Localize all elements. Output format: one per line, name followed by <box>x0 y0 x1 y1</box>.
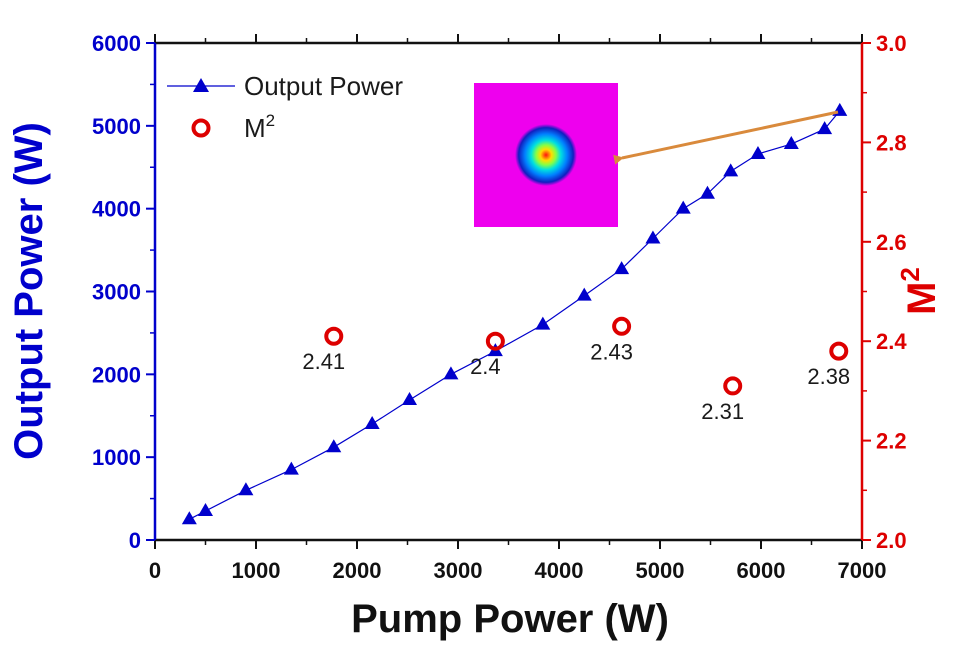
data-label-m2: 2.41 <box>302 349 345 374</box>
data-point-triangle <box>238 482 254 496</box>
y2-tick-label: 2.6 <box>876 230 907 255</box>
y2-axis-title-base: M <box>900 282 944 315</box>
data-point-triangle <box>699 185 715 199</box>
y2-axis-title: M2 <box>895 267 944 315</box>
y-tick-label: 6000 <box>92 31 141 56</box>
data-point-triangle <box>326 439 342 453</box>
data-point-triangle <box>576 287 592 301</box>
data-point-triangle <box>198 503 213 517</box>
data-point-triangle <box>443 366 459 380</box>
legend-marker-circle <box>191 118 211 138</box>
x-axis-title: Pump Power (W) <box>351 597 669 641</box>
x-tick-label: 7000 <box>838 558 887 583</box>
series-m2: 2.41 2.4 2.43 2.31 2.38 <box>302 316 850 424</box>
legend-label-m2-sup: 2 <box>266 111 275 130</box>
data-point-triangle <box>402 392 418 406</box>
y-tick-label: 2000 <box>92 362 141 387</box>
x-tick-label: 1000 <box>232 558 281 583</box>
data-point-triangle <box>535 316 551 330</box>
data-point-triangle <box>750 145 766 159</box>
beam-spot <box>515 124 577 186</box>
data-point-circle <box>829 341 849 361</box>
y-tick-label: 5000 <box>92 114 141 139</box>
legend: Output Power M2 <box>167 71 403 143</box>
x-tick-label: 5000 <box>636 558 685 583</box>
x-tick-label: 0 <box>149 558 161 583</box>
data-point-circle <box>612 316 632 336</box>
y2-tick-label: 2.0 <box>876 528 907 553</box>
inset-arrow <box>613 110 839 165</box>
x-tick-label: 6000 <box>737 558 786 583</box>
data-point-triangle <box>614 261 630 275</box>
y2-tick-label: 2.8 <box>876 130 907 155</box>
y2-tick-label: 2.4 <box>876 329 907 354</box>
data-point-circle <box>723 376 743 396</box>
y-axis-title: Output Power (W) <box>7 122 51 460</box>
legend-marker-triangle <box>193 78 209 92</box>
data-label-m2: 2.38 <box>807 364 850 389</box>
data-point-triangle <box>817 121 833 135</box>
legend-label-m2: M2 <box>244 111 275 143</box>
legend-label-m2-base: M <box>244 113 266 143</box>
data-point-circle <box>485 331 505 351</box>
x-tick-label: 3000 <box>434 558 483 583</box>
y-tick-label: 1000 <box>92 445 141 470</box>
y2-axis-ticks: 2.0 2.2 2.4 2.6 2.8 3.0 <box>862 31 907 553</box>
y2-tick-label: 3.0 <box>876 31 907 56</box>
data-point-circle <box>324 326 344 346</box>
data-label-m2: 2.43 <box>590 339 633 364</box>
data-point-triangle <box>783 136 799 150</box>
y2-axis-title-sup: 2 <box>895 267 925 281</box>
legend-label-output-power: Output Power <box>244 71 403 101</box>
x-tick-label: 2000 <box>333 558 382 583</box>
x-tick-label: 4000 <box>535 558 584 583</box>
beam-profile-inset <box>474 83 618 227</box>
y-tick-label: 0 <box>129 528 141 553</box>
data-point-triangle <box>364 416 380 430</box>
data-point-triangle <box>181 511 197 525</box>
y-axis-ticks: 0 1000 2000 3000 4000 5000 6000 <box>92 31 155 553</box>
data-label-m2: 2.31 <box>701 399 744 424</box>
y-tick-label: 4000 <box>92 197 141 222</box>
data-label-m2: 2.4 <box>470 354 501 379</box>
data-point-triangle <box>645 230 661 244</box>
y-tick-label: 3000 <box>92 280 141 305</box>
data-point-triangle <box>723 163 739 177</box>
data-point-triangle <box>675 200 691 214</box>
y2-tick-label: 2.2 <box>876 429 907 454</box>
data-point-triangle <box>283 461 299 475</box>
x-axis-ticks: 0 1000 2000 3000 4000 5000 6000 7000 <box>149 34 887 583</box>
